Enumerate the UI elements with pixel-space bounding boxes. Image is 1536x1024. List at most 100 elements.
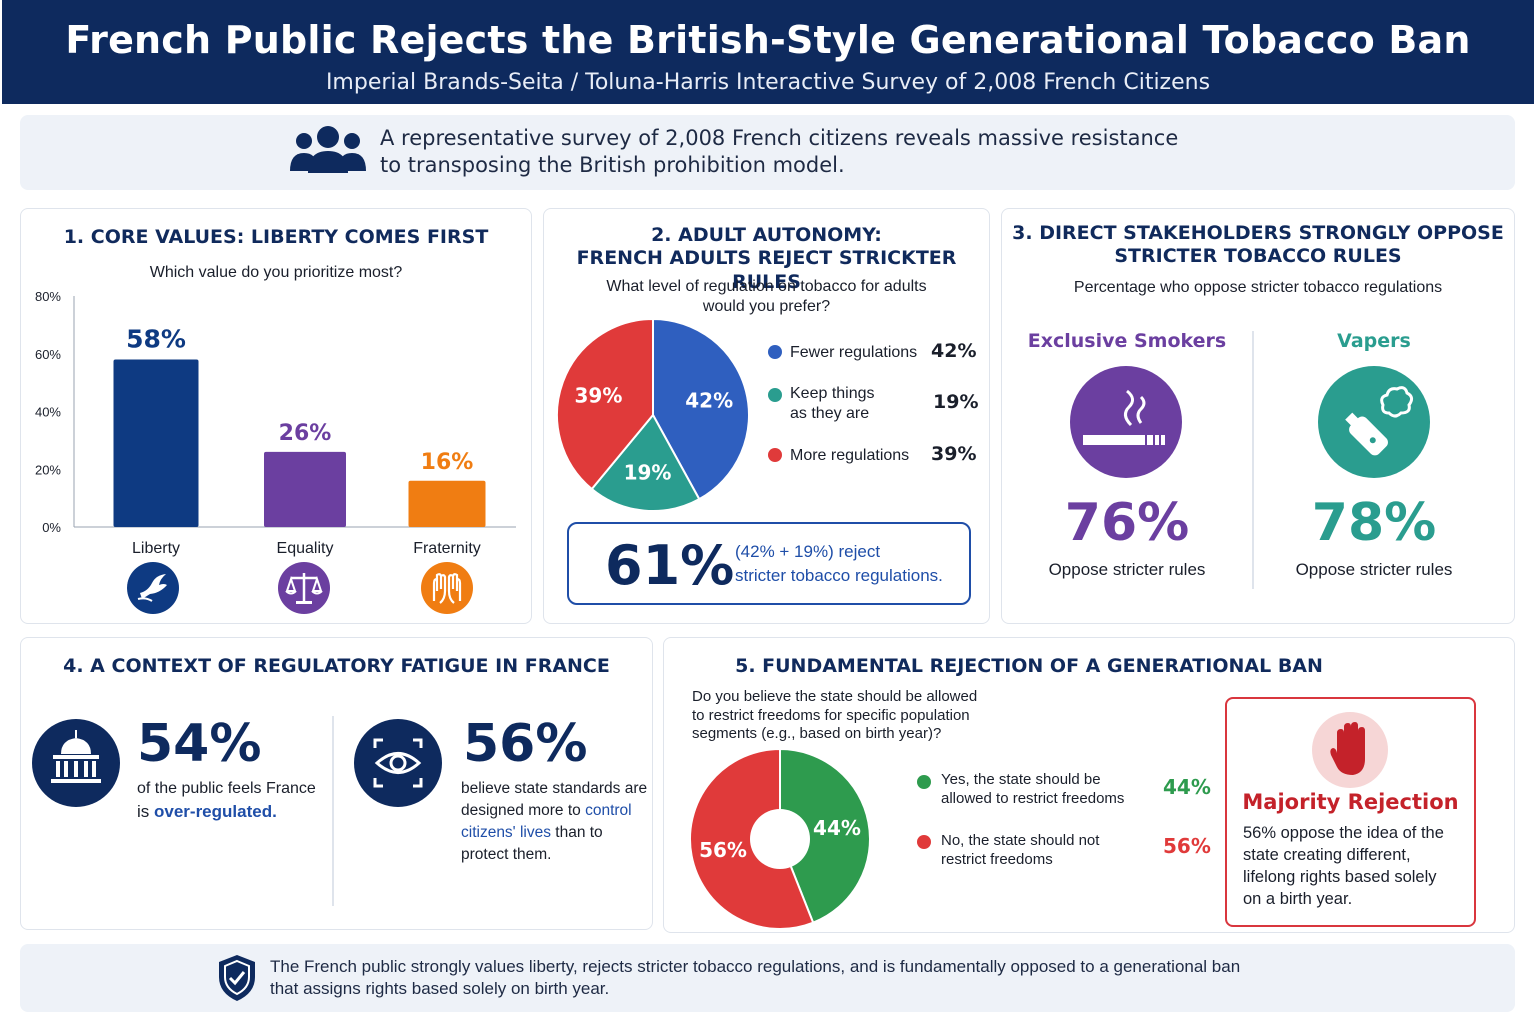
section-generational-ban: 5. FUNDAMENTAL REJECTION OF A GENERATION… <box>663 637 1515 933</box>
summary-line-2: stricter tobacco regulations. <box>735 566 943 585</box>
pie-slice <box>779 747 871 924</box>
intro-line-2: to transposing the British prohibition m… <box>380 153 845 177</box>
section5-title: 5. FUNDAMENTAL REJECTION OF A GENERATION… <box>735 655 1323 677</box>
section-adult-autonomy: 2. ADULT AUTONOMY: FRENCH ADULTS REJECT … <box>543 208 990 624</box>
values-bar-chart: 0% 20% 40% 60% 80% 58% Liberty 26% Equality 16% Fr… <box>35 289 516 557</box>
callout-title: Majority Rejection <box>1242 790 1459 814</box>
section2-title-line2: FRENCH ADULTS REJECT STRICKTER RULES <box>576 247 957 293</box>
pie-slice <box>556 317 654 491</box>
legend-dot-more <box>768 448 782 462</box>
intro-line-1: A representative survey of 2,008 French … <box>380 126 1179 150</box>
footer-banner: The French public strongly values libert… <box>20 944 1515 1012</box>
pie-slice-label: 19% <box>624 461 672 485</box>
legend-value-keep: 19% <box>933 391 979 413</box>
stat2-highlight-b: citizens' lives <box>461 824 551 841</box>
intro-text: A representative survey of 2,008 French … <box>380 125 1178 179</box>
pie-slice-label: 42% <box>685 389 733 413</box>
bar-value-label: 58% <box>126 325 186 354</box>
bar-value-label: 16% <box>421 450 474 475</box>
vape-icon <box>1318 366 1430 478</box>
summary-line-1: (42% + 19%) reject <box>735 542 881 561</box>
legend-value-more: 39% <box>931 443 977 465</box>
callout-line2: state creating different, <box>1243 846 1411 864</box>
stat2-text-a: believe state standards are <box>461 780 648 797</box>
footer-line-2: that assigns rights based solely on birt… <box>270 979 610 998</box>
intro-banner: A representative survey of 2,008 French … <box>20 115 1515 190</box>
stat2-line3: citizens' lives than to <box>461 824 603 842</box>
section4-title: 4. A CONTEXT OF REGULATORY FATIGUE IN FR… <box>63 655 610 677</box>
stat2-value: 56% <box>463 714 588 774</box>
section2-question-line2: would you prefer? <box>702 298 831 315</box>
section2-title-line1: 2. ADULT AUTONOMY: <box>651 224 882 246</box>
dove-icon <box>127 562 179 614</box>
section-stakeholders: 3. DIRECT STAKEHOLDERS STRONGLY OPPOSE S… <box>1001 208 1515 624</box>
government-building-icon <box>32 719 120 807</box>
y-tick-label: 0% <box>42 520 61 535</box>
scales-icon <box>278 562 330 614</box>
x-category-label: Fraternity <box>413 540 481 557</box>
section3-subtitle: Percentage who oppose stricter tobacco r… <box>1073 279 1443 296</box>
legend-label-fewer: Fewer regulations <box>790 344 918 361</box>
section5-question-line3: segments (e.g., based on birth year)? <box>692 725 942 742</box>
freedom-restriction-donut-chart: 44% 56% <box>689 747 871 930</box>
stat2-text-b: designed more to <box>461 802 586 819</box>
stat1-text-a: of the public feels France <box>137 780 316 797</box>
legend-label-keep-1: Keep things <box>790 385 875 402</box>
callout-line1: 56% oppose the idea of the <box>1243 824 1444 842</box>
smokers-column: Exclusive Smokers 76% Oppose stricter ru… <box>1002 327 1252 587</box>
vapers-caption: Oppose stricter rules <box>1295 560 1453 579</box>
legend-value-no: 56% <box>1163 834 1211 858</box>
callout-line4: on a birth year. <box>1243 890 1353 908</box>
legend-dot-no <box>917 835 931 849</box>
vapers-label: Vapers <box>1337 330 1411 352</box>
shield-check-icon <box>219 955 255 1001</box>
section3-title-line1: 3. DIRECT STAKEHOLDERS STRONGLY OPPOSE <box>1012 222 1504 244</box>
y-tick-label: 40% <box>35 405 61 420</box>
hands-icon <box>421 562 473 614</box>
y-tick-label: 20% <box>35 462 61 477</box>
smokers-caption: Oppose stricter rules <box>1048 560 1206 579</box>
legend-label-yes-1: Yes, the state should be <box>941 771 1101 788</box>
legend-dot-fewer <box>768 345 782 359</box>
legend-label-no-1: No, the state should not <box>941 832 1100 849</box>
stakeholder-divider <box>1252 331 1254 589</box>
donut-hole <box>750 809 810 869</box>
x-category-label: Liberty <box>132 540 180 557</box>
stat1-text-b: is <box>137 802 154 821</box>
bar-equality <box>264 451 346 527</box>
section5-question-line1: Do you believe the state should be allow… <box>692 688 978 705</box>
stat1-value: 54% <box>137 714 262 774</box>
legend-value-yes: 44% <box>1163 775 1211 799</box>
smokers-label: Exclusive Smokers <box>1027 330 1227 352</box>
pie-slice-label: 56% <box>699 838 747 862</box>
pie-slice-label: 44% <box>813 816 861 840</box>
stat1-highlight: over-regulated. <box>154 802 277 821</box>
majority-rejection-callout: Majority Rejection 56% oppose the idea o… <box>1225 697 1476 927</box>
people-group-icon <box>290 126 366 173</box>
bar-liberty <box>113 359 199 527</box>
eye-surveillance-icon <box>354 719 442 807</box>
footer-text: The French public strongly values libert… <box>270 956 1240 1000</box>
x-category-label: Equality <box>277 540 334 557</box>
stat1-text-b-wrap: is over-regulated. <box>137 802 277 822</box>
legend-label-no-2: restrict freedoms <box>941 851 1053 868</box>
y-tick-label: 60% <box>35 347 61 362</box>
legend-value-fewer: 42% <box>931 340 977 362</box>
section3-title-line2: STRICTER TOBACCO RULES <box>1114 245 1402 267</box>
callout-line3: lifelong rights based solely <box>1243 868 1437 886</box>
stat2-text-d: protect them. <box>461 846 552 863</box>
page-subtitle: Imperial Brands-Seita / Toluna-Harris In… <box>325 70 1211 95</box>
section1-title: 1. CORE VALUES: LIBERTY COMES FIRST <box>63 226 489 248</box>
legend-label-more: More regulations <box>790 447 910 464</box>
stat2-highlight-a: control <box>585 802 632 819</box>
section1-question: Which value do you prioritize most? <box>149 264 403 281</box>
legend-label-keep-2: as they are <box>790 405 870 422</box>
legend-label-yes-2: allowed to restrict freedoms <box>941 790 1125 807</box>
section5-question-line2: to restrict freedoms for specific popula… <box>692 707 970 724</box>
bar-value-label: 26% <box>279 421 332 446</box>
legend-dot-keep <box>768 388 782 402</box>
stat2-line2: designed more to control <box>461 802 632 820</box>
header-banner: French Public Rejects the British-Style … <box>2 0 1534 104</box>
y-tick-label: 80% <box>35 289 61 304</box>
stop-hand-icon <box>1312 712 1388 788</box>
